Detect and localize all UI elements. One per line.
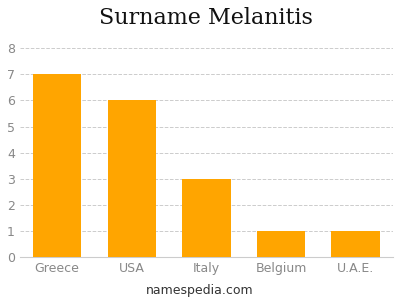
Bar	[108, 100, 156, 257]
Bar	[257, 231, 305, 257]
Bar	[33, 74, 81, 257]
Bar	[332, 231, 380, 257]
Text: namespedia.com: namespedia.com	[146, 284, 254, 297]
Title: Surname Melanitis: Surname Melanitis	[100, 7, 313, 29]
Bar	[182, 179, 231, 257]
